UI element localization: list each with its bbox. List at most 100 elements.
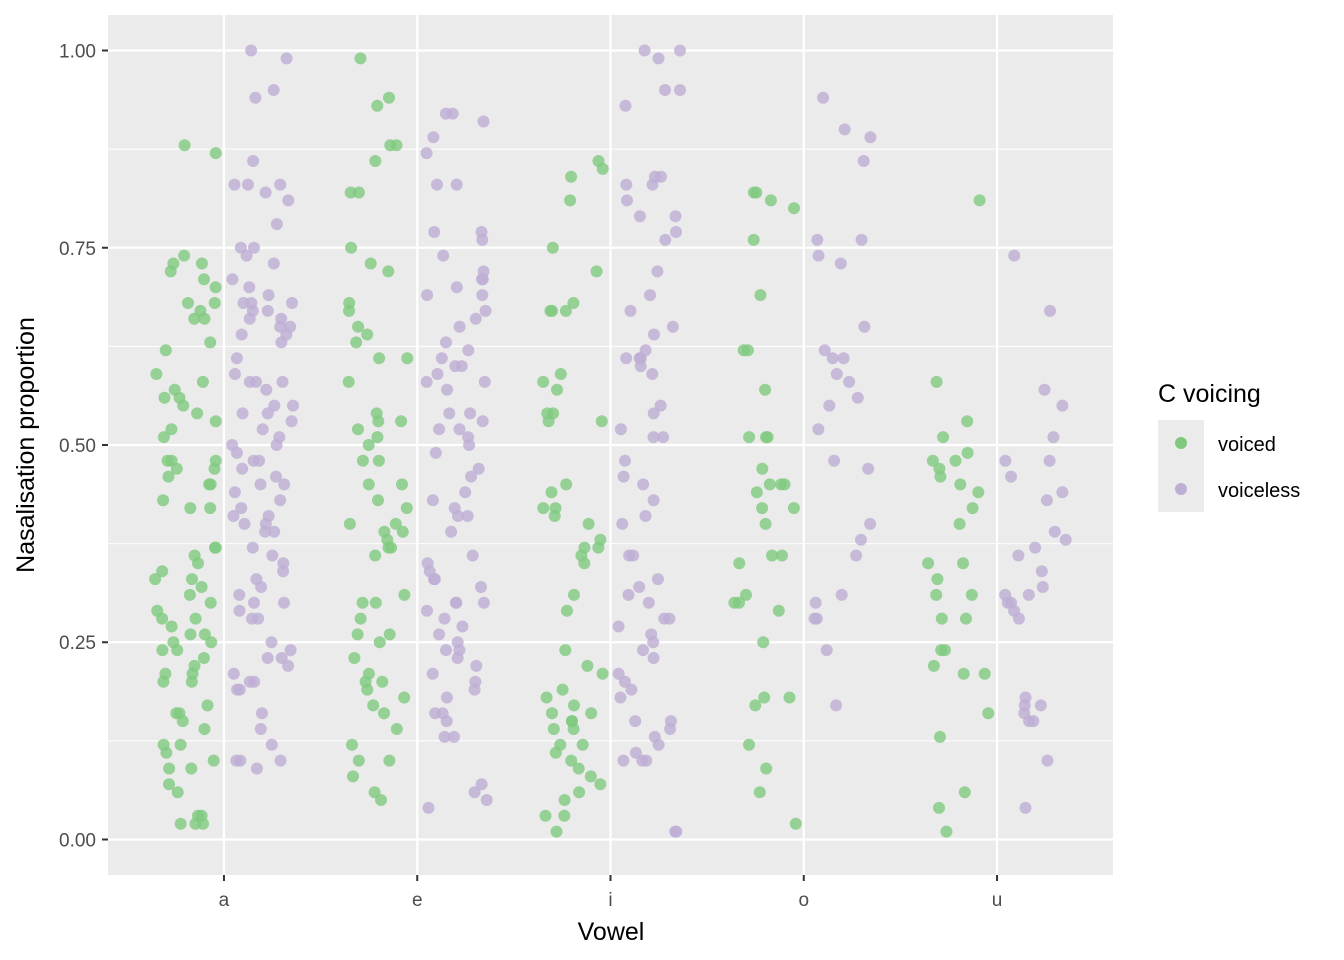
point-voiceless-a [282, 659, 295, 672]
point-voiced-a [160, 746, 173, 759]
point-voiced-i [596, 667, 609, 680]
point-voiceless-i [636, 754, 649, 767]
point-voiced-o [760, 762, 773, 775]
point-voiced-e [345, 241, 358, 254]
point-voiceless-o [809, 596, 822, 609]
point-voiceless-o [834, 257, 847, 270]
point-voiceless-o [855, 533, 867, 546]
point-voiceless-u [1048, 525, 1061, 538]
point-voiced-a [171, 644, 184, 657]
point-voiced-a [149, 573, 162, 586]
point-voiceless-o [830, 368, 843, 380]
point-voiced-a [157, 675, 170, 688]
point-voiced-o [772, 604, 785, 617]
point-voiced-i [561, 604, 573, 617]
point-voiced-a [162, 470, 175, 483]
point-voiced-e [383, 754, 396, 767]
point-voiceless-o [810, 612, 823, 625]
point-voiced-i [567, 723, 580, 735]
point-voiceless-e [450, 281, 463, 294]
point-voiced-e [356, 596, 369, 609]
point-voiced-i [596, 162, 609, 175]
point-voiced-a [196, 375, 209, 388]
point-voiceless-e [468, 786, 481, 799]
point-voiceless-e [456, 620, 469, 633]
point-voiceless-e [477, 115, 490, 128]
point-voiceless-i [647, 494, 660, 507]
point-voiced-i [550, 825, 563, 838]
point-voiced-i [572, 762, 585, 775]
point-voiceless-a [280, 52, 293, 65]
point-voiced-i [582, 517, 595, 530]
point-voiced-i [559, 304, 572, 317]
point-voiceless-e [453, 423, 466, 436]
point-voiced-a [204, 596, 217, 609]
point-voiced-a [156, 612, 169, 625]
point-voiced-i [558, 794, 571, 806]
point-voiceless-u [1043, 454, 1056, 467]
point-voiced-i [559, 644, 572, 657]
x-tick-label: a [219, 890, 230, 911]
data-points [149, 44, 1072, 838]
point-voiceless-i [646, 368, 659, 380]
y-axis: 0.00 0.25 0.50 0.75 1.00 [59, 42, 108, 851]
point-voiced-u [949, 454, 962, 467]
point-voiceless-o [857, 155, 870, 167]
point-voiceless-o [823, 399, 836, 412]
point-voiced-a [205, 636, 218, 649]
point-voiceless-e [464, 407, 477, 420]
point-voiced-a [198, 312, 211, 325]
point-voiceless-i [639, 510, 652, 522]
point-voiceless-e [470, 659, 483, 672]
point-voiceless-i [614, 423, 627, 436]
point-voiceless-i [627, 549, 640, 562]
point-voiced-o [758, 691, 771, 704]
point-voiced-e [351, 628, 364, 641]
point-voiced-u [934, 470, 947, 483]
point-voiceless-u [1036, 581, 1049, 593]
point-voiceless-a [261, 304, 274, 317]
point-voiced-a [163, 762, 176, 775]
legend-label-voiceless: voiceless [1218, 480, 1300, 502]
point-voiceless-e [426, 494, 439, 507]
point-voiceless-e [433, 628, 446, 641]
point-voiceless-o [826, 352, 839, 365]
point-voiceless-o [828, 454, 841, 467]
point-voiceless-i [666, 320, 679, 333]
point-voiced-i [548, 510, 561, 522]
point-voiceless-o [851, 391, 864, 404]
point-voiceless-i [618, 675, 631, 688]
point-voiced-e [347, 770, 359, 783]
point-voiceless-a [254, 723, 267, 735]
point-voiceless-i [622, 588, 635, 601]
point-voiced-e [352, 320, 365, 333]
point-voiceless-e [440, 691, 453, 704]
point-voiceless-o [817, 91, 830, 104]
point-voiceless-o [830, 699, 843, 712]
point-voiced-i [549, 746, 562, 759]
point-voiceless-o [812, 423, 825, 436]
point-voiced-e [372, 415, 385, 428]
point-voiceless-e [443, 407, 456, 420]
point-voiced-i [584, 770, 597, 783]
point-voiceless-o [812, 249, 825, 262]
point-voiceless-u [1019, 801, 1032, 814]
point-voiceless-i [637, 478, 650, 491]
point-voiceless-i [669, 825, 682, 838]
point-voiced-e [369, 596, 382, 609]
point-voiced-a [184, 628, 197, 641]
point-voiceless-e [476, 289, 489, 302]
point-voiceless-e [469, 312, 482, 325]
point-voiceless-u [1056, 486, 1069, 499]
point-voiced-e [369, 549, 382, 562]
point-voiceless-e [420, 147, 433, 160]
point-voiceless-a [259, 525, 272, 538]
point-voiceless-a [248, 241, 260, 254]
point-voiceless-u [1029, 541, 1042, 554]
point-voiced-u [978, 667, 991, 680]
point-voiced-o [743, 431, 756, 444]
point-voiceless-i [647, 407, 660, 420]
legend-key-voiceless [1175, 483, 1187, 495]
point-voiced-a [191, 407, 204, 420]
point-voiced-a [177, 399, 190, 412]
